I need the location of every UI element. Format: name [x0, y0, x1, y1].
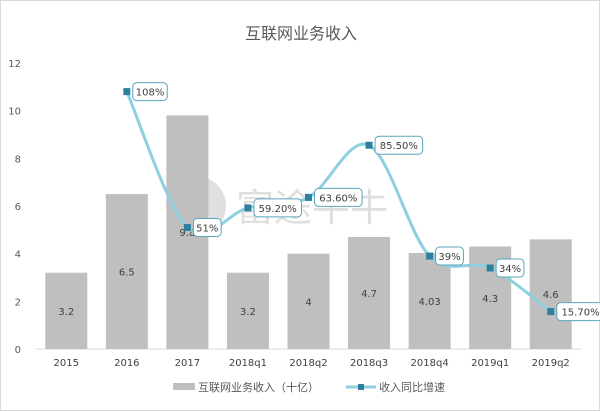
x-tick-label: 2015 — [54, 358, 79, 369]
line-data-label-box — [435, 246, 464, 266]
line-marker — [486, 264, 494, 272]
line-data-label-box — [253, 198, 303, 218]
line-data-label-box — [132, 82, 168, 102]
legend-line-marker — [358, 384, 364, 390]
y-tick-label: 10 — [8, 107, 21, 118]
y-tick-label: 0 — [15, 345, 21, 356]
line-data-label: 15.70% — [561, 308, 599, 319]
bar-data-label: 4.03 — [418, 297, 440, 308]
bar — [226, 272, 269, 349]
bar-data-label: 6.5 — [119, 268, 135, 279]
line-data-label: 85.50% — [380, 141, 418, 152]
line-marker — [547, 308, 555, 316]
line-data-label: 108% — [136, 88, 165, 99]
bar-data-label: 4.6 — [543, 290, 559, 301]
line-marker — [305, 193, 312, 201]
legend-bar-label: 互联网业务收入（十亿） — [198, 380, 319, 394]
y-tick-label: 4 — [15, 250, 21, 261]
chart-title: 互联网业务收入 — [245, 24, 357, 43]
line-data-label: 34% — [499, 264, 521, 275]
bar — [529, 239, 572, 349]
y-tick-label: 8 — [15, 154, 21, 165]
legend-line-label: 收入同比增速 — [379, 380, 445, 394]
line-data-label: 39% — [438, 252, 460, 263]
x-tick-label: 2019q2 — [532, 358, 570, 369]
line-marker — [123, 88, 131, 96]
line-data-label: 63.60% — [319, 193, 357, 204]
y-tick-label: 12 — [8, 59, 21, 70]
line-marker — [365, 141, 373, 149]
bar-data-label: 3.2 — [58, 307, 74, 318]
bar — [408, 252, 451, 349]
x-tick-label: 2018q1 — [229, 358, 267, 369]
line-marker — [426, 252, 434, 260]
bar — [287, 253, 330, 349]
line-data-label: 51% — [196, 223, 218, 234]
line-data-label-box — [556, 302, 600, 322]
x-tick-label: 2018q3 — [350, 358, 388, 369]
x-tick-label: 2018q2 — [289, 358, 327, 369]
x-tick-label: 2017 — [175, 358, 200, 369]
line-marker — [244, 204, 252, 212]
bar-data-label: 4.7 — [361, 289, 377, 300]
line-data-label-box — [374, 135, 424, 155]
bar-data-label: 4.3 — [482, 294, 498, 305]
y-tick-label: 6 — [15, 202, 21, 213]
bar-data-label: 4 — [305, 297, 311, 308]
bar-data-label: 3.2 — [240, 307, 256, 318]
x-tick-label: 2016 — [114, 358, 139, 369]
line-data-label-box — [495, 258, 525, 278]
legend-bar-swatch — [173, 383, 195, 390]
line-data-label: 59.20% — [259, 204, 297, 215]
bar — [105, 194, 148, 349]
bar — [45, 272, 88, 349]
line-data-label-box — [314, 187, 363, 207]
line-data-label-box — [192, 217, 222, 237]
y-tick-label: 2 — [15, 297, 21, 308]
line-marker — [183, 223, 191, 231]
x-tick-label: 2019q1 — [471, 358, 509, 369]
x-tick-label: 2018q4 — [411, 358, 449, 369]
bar-data-label: 9.8 — [179, 228, 195, 239]
bar — [348, 236, 391, 349]
